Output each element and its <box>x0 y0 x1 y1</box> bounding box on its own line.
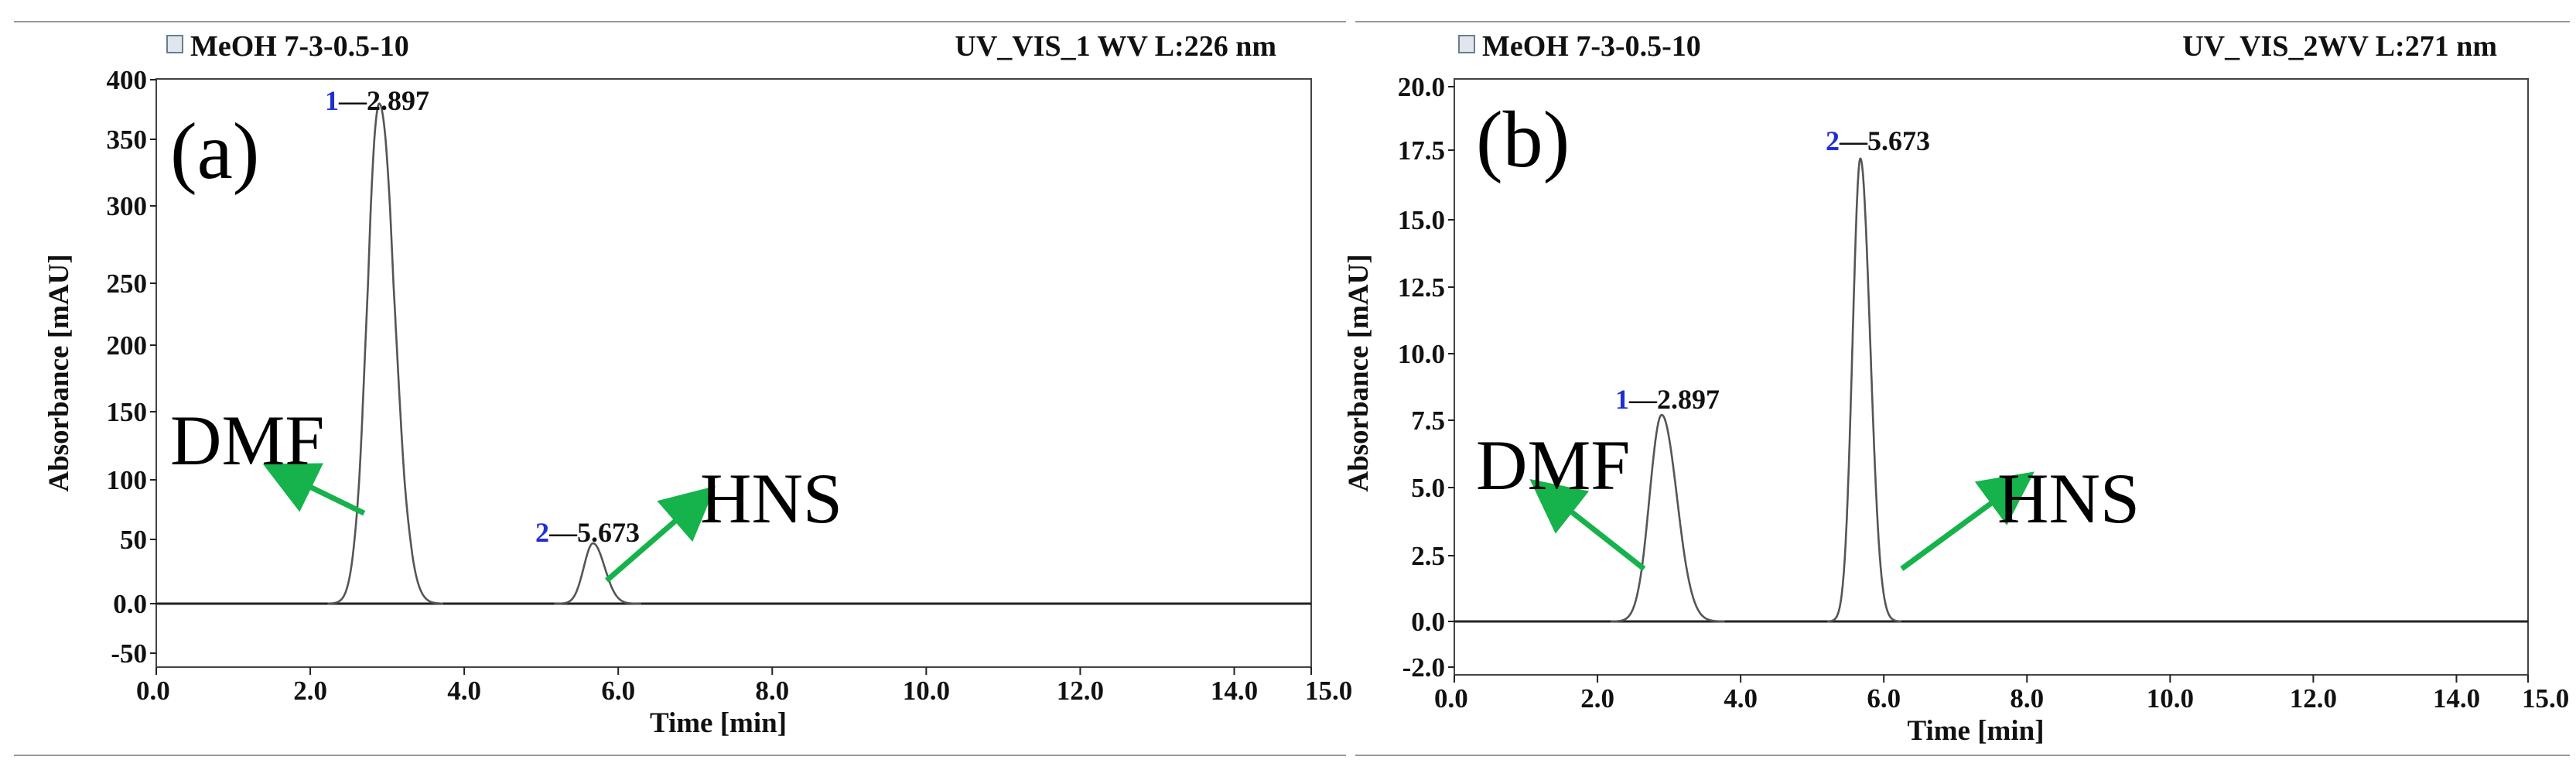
y-tick-label: 10.0 <box>1398 339 1445 369</box>
plot-area <box>1454 78 2529 676</box>
peak-label-1: 1—2.897 <box>325 85 429 116</box>
annotation-hns: HNS <box>700 459 842 538</box>
peak-trace-1 <box>1611 413 1726 623</box>
y-tick-label: 2.5 <box>1411 541 1445 571</box>
y-tick-label: 350 <box>107 125 148 155</box>
plot-area <box>155 78 1312 668</box>
peak-number: 1 <box>1615 384 1629 415</box>
channel-label: UV_VIS_1 WV L:226 nm <box>955 30 1276 63</box>
annotation-dmf: DMF <box>170 401 324 480</box>
peak-label-2: 2—5.673 <box>535 517 640 548</box>
sample-title: MeOH 7-3-0.5-10 <box>190 30 409 63</box>
x-tick-label: 6.0 <box>601 676 635 706</box>
x-tick-label: 4.0 <box>1724 683 1758 714</box>
peak-retention-time: —5.673 <box>548 517 640 548</box>
y-axis-label: Absorbance [mAU] <box>43 254 75 491</box>
x-tick-label: 12.0 <box>1057 676 1104 706</box>
y-tick-label: 0.0 <box>1411 607 1445 637</box>
y-tick-label: 15.0 <box>1398 205 1445 235</box>
x-tick-label: 2.0 <box>1580 683 1614 714</box>
peak-number: 2 <box>1826 125 1840 156</box>
annotation-dmf: DMF <box>1476 426 1630 505</box>
x-tick-label: 8.0 <box>755 676 789 706</box>
panel-label: (a) <box>170 107 259 196</box>
y-tick-label: -2.0 <box>1402 652 1445 683</box>
y-tick-label: 50 <box>120 525 147 555</box>
annotation-arrow-hns <box>1900 471 2035 571</box>
peak-trace-1 <box>327 102 443 605</box>
x-tick-label: 4.0 <box>447 676 481 706</box>
annotation-arrow-dmf <box>262 463 366 516</box>
y-tick-label: 150 <box>107 397 148 427</box>
y-tick-label: 200 <box>107 330 148 361</box>
x-axis-label: Time [min] <box>650 707 787 739</box>
annotation-arrow-dmf <box>1529 478 1646 571</box>
panel-label: (b) <box>1476 95 1570 184</box>
x-tick-label: 2.0 <box>293 676 327 706</box>
x-tick-label: 14.0 <box>2433 683 2480 714</box>
peak-label-2: 2—5.673 <box>1826 125 1930 156</box>
peak-number: 1 <box>325 85 339 116</box>
y-tick-label: 0.0 <box>113 589 147 619</box>
x-tick-label: 8.0 <box>2010 683 2044 714</box>
x-tick-label: 0.0 <box>1434 683 1468 714</box>
chart-panel-a: MeOH 7-3-0.5-10 UV_VIS_1 WV L:226 nm 400 35… <box>14 21 1352 756</box>
x-tick-label: 12.0 <box>2290 683 2337 714</box>
chart-panel-b: MeOH 7-3-0.5-10 UV_VIS_2WV L:271 nm20.017… <box>1343 21 2570 756</box>
peak-retention-time: —2.897 <box>338 85 429 116</box>
y-tick-label: 20.0 <box>1398 72 1445 102</box>
peak-trace-2 <box>554 542 641 605</box>
x-tick-label: 10.0 <box>903 676 950 706</box>
y-axis-label: Absorbance [mAU] <box>1343 254 1375 491</box>
x-tick-label: 10.0 <box>2147 683 2194 714</box>
document-icon <box>166 35 183 53</box>
y-tick-label: 5.0 <box>1411 473 1445 503</box>
x-tick-label: 0.0 <box>136 676 170 706</box>
y-tick-label: -50 <box>111 638 147 669</box>
x-axis-label: Time [min] <box>1907 715 2044 747</box>
peak-trace-2 <box>1827 157 1901 623</box>
document-icon <box>1458 35 1475 53</box>
y-tick-label: 300 <box>107 191 148 221</box>
y-tick-label: 100 <box>107 465 148 495</box>
x-tick-label: 15.0 <box>2522 683 2569 714</box>
peak-retention-time: —2.897 <box>1628 384 1720 415</box>
annotation-hns: HNS <box>1997 459 2140 538</box>
y-tick-label: 7.5 <box>1411 406 1445 436</box>
y-tick-label: 400 <box>107 65 148 95</box>
channel-label: UV_VIS_2WV L:271 nm <box>2182 30 2497 63</box>
y-tick-label: 250 <box>107 269 148 299</box>
x-tick-label: 15.0 <box>1305 676 1352 706</box>
peak-retention-time: —5.673 <box>1839 125 1930 156</box>
sample-title: MeOH 7-3-0.5-10 <box>1482 30 1701 63</box>
y-tick-label: 17.5 <box>1398 135 1445 166</box>
peak-label-1: 1—2.897 <box>1615 384 1720 415</box>
annotation-arrow-hns <box>604 485 716 583</box>
peak-number: 2 <box>535 517 549 548</box>
x-tick-label: 6.0 <box>1867 683 1901 714</box>
x-tick-label: 14.0 <box>1211 676 1258 706</box>
y-tick-label: 12.5 <box>1398 272 1445 303</box>
